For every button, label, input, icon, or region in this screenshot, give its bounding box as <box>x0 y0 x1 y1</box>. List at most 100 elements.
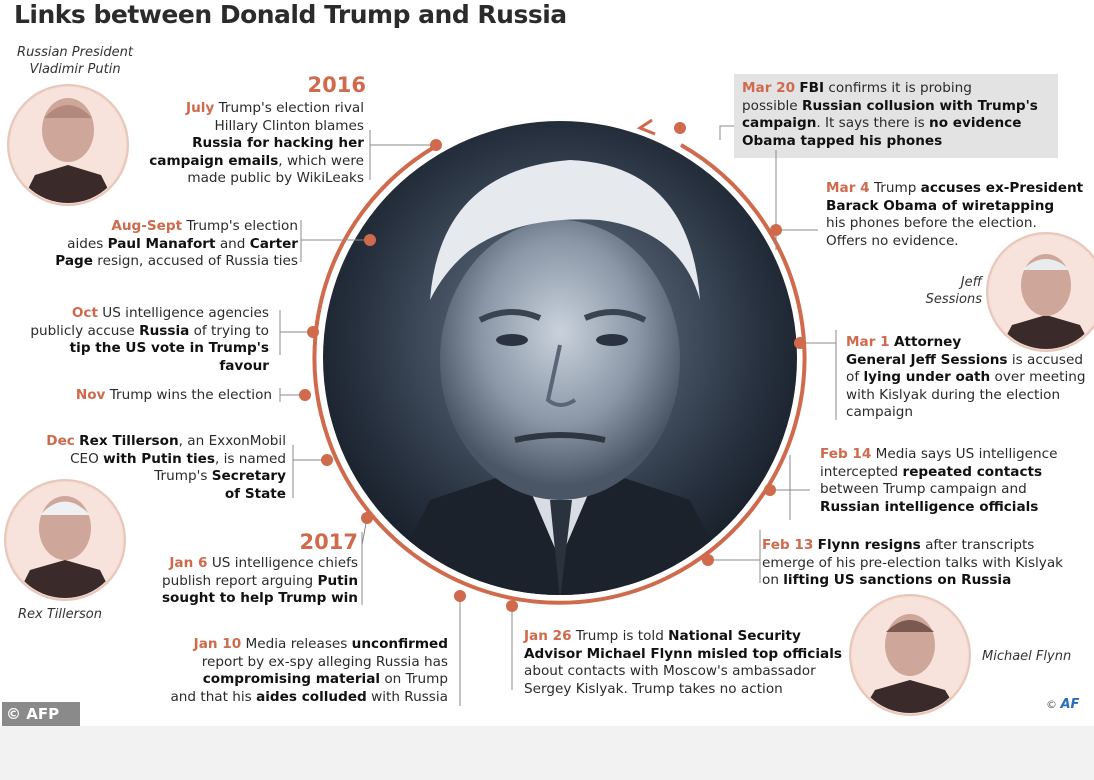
event-line: Dec Rex Tillerson, an ExxonMobil <box>36 433 286 451</box>
event-text-bold: Secretary <box>211 468 286 484</box>
event-line: Feb 14 Media says US intelligence <box>820 446 1090 464</box>
event-text: between Trump campaign and <box>820 481 1027 497</box>
timeline-graphics <box>4 84 1094 716</box>
event-text: Sergey Kislyak. Trump takes no action <box>524 680 783 697</box>
event-text: on <box>762 572 784 588</box>
event-date: Jan 6 <box>169 555 208 571</box>
event-text-bold: unconfirmed <box>351 636 448 652</box>
event-line: on lifting US sanctions on Russia <box>762 572 1092 590</box>
event-text-bold: Barack Obama of wiretapping <box>826 197 1055 214</box>
event-text-bold: Russian collusion with Trump's <box>801 97 1038 114</box>
event-line: CEO with Putin ties, is named <box>36 451 286 469</box>
event-line: campaign emails, which were <box>114 153 364 171</box>
event-text: CEO <box>70 450 104 467</box>
event-date: July <box>186 100 215 116</box>
sessions-caption: Jeff Sessions <box>925 275 982 307</box>
event-line: Trump's Secretary <box>36 468 286 486</box>
trump-portrait <box>323 121 797 595</box>
event-text-bold: Page <box>55 253 93 269</box>
event-text: emerge of his pre-election talks with Ki… <box>762 554 1064 571</box>
event-line: Russian intelligence officials <box>820 499 1090 517</box>
event-line: Hillary Clinton blames <box>114 118 364 136</box>
event-line: General Jeff Sessions is accused <box>846 352 1094 370</box>
event-line: Jan 6 US intelligence chiefs <box>108 555 358 573</box>
event-text-bold: Flynn resigns <box>817 537 921 553</box>
event-oct-2016: Oct US intelligence agencies publicly acc… <box>19 305 269 375</box>
event-dec-2016: Dec Rex Tillerson, an ExxonMobil CEO with… <box>36 433 286 503</box>
event-date: Mar 4 <box>826 180 870 196</box>
event-text: made public by WikiLeaks <box>187 170 364 186</box>
event-mar4-2017: Mar 4 Trump accuses ex-President Barack O… <box>826 180 1094 250</box>
event-date: Dec <box>46 433 75 449</box>
event-date: Nov <box>75 387 106 403</box>
event-text: Trump's election rival <box>218 100 364 116</box>
event-line: sought to help Trump win <box>108 590 358 608</box>
event-line: Page resign, accused of Russia ties <box>48 253 298 271</box>
event-aug-sept-2016: Aug-Sept Trump's election aides Paul Mana… <box>48 218 298 271</box>
event-line: Jan 26 Trump is told National Security <box>524 628 854 646</box>
event-text: resign, accused of Russia ties <box>92 253 298 269</box>
event-text-bold: Rex Tillerson <box>79 433 179 449</box>
event-line: his phones before the election. <box>826 215 1094 233</box>
event-text-bold: Russia <box>139 322 190 339</box>
event-text-bold: repeated contacts <box>902 463 1043 480</box>
event-text: report by ex-spy alleging Russia has <box>201 653 448 670</box>
event-line: Advisor Michael Flynn misled top officia… <box>524 646 854 664</box>
event-date: Mar 1 <box>846 334 890 350</box>
event-text: Media releases <box>245 636 352 652</box>
event-line: of State <box>36 486 286 504</box>
event-date: Oct <box>71 305 98 321</box>
event-text: with Kislyak during the election <box>846 386 1061 403</box>
event-line: intercepted repeated contacts <box>820 464 1090 482</box>
afp-logo: AF <box>1060 697 1080 712</box>
event-line: aides Paul Manafort and Carter <box>48 236 298 254</box>
year-2016-label: 2016 <box>307 73 366 97</box>
sessions-portrait <box>986 232 1094 352</box>
event-line: and that his aides colluded with Russia <box>148 689 448 707</box>
event-date: Mar 20 <box>742 80 796 96</box>
event-line: Mar 20 FBI confirms it is probing <box>742 80 1062 98</box>
event-text-bold: Carter <box>249 235 298 252</box>
event-line: campaign <box>846 404 1094 422</box>
event-line: Mar 4 Trump accuses ex-President <box>826 180 1094 198</box>
event-text: , is named <box>214 450 286 467</box>
event-text-bold: Attorney <box>893 334 962 350</box>
event-text-bold: campaign <box>742 115 817 131</box>
event-line: of lying under oath over meeting <box>846 369 1094 387</box>
copyright-sign: © <box>1046 698 1057 711</box>
event-line: publicly accuse Russia of trying to <box>19 323 269 341</box>
event-line: Oct US intelligence agencies <box>19 305 269 323</box>
event-date: Feb 14 <box>820 446 872 462</box>
event-text: possible <box>742 97 802 114</box>
event-text-bold: lying under oath <box>863 369 991 385</box>
highlight-box <box>734 74 1058 158</box>
event-text: Trump is told <box>575 628 669 644</box>
event-text-bold: compromising material <box>202 671 381 687</box>
infographic-title: Links between Donald Trump and Russia <box>14 0 567 29</box>
event-line: Aug-Sept Trump's election <box>48 218 298 236</box>
event-line: Nov Trump wins the election <box>22 387 272 405</box>
event-text: Offers no evidence. <box>826 232 959 249</box>
event-line: with Kislyak during the election <box>846 387 1094 405</box>
event-text-bold: of State <box>224 485 286 502</box>
event-text: confirms it is probing <box>824 80 972 96</box>
event-line: Feb 13 Flynn resigns after transcripts <box>762 537 1092 555</box>
event-line: Mar 1 Attorney <box>846 334 1094 352</box>
putin-caption: Russian President Vladimir Putin <box>17 45 133 77</box>
event-text: Trump <box>873 180 921 196</box>
event-text: about contacts with Moscow's ambassador <box>524 663 816 679</box>
afp-corner-credit: © AF <box>1046 697 1079 712</box>
event-text-bold: General Jeff Sessions <box>846 351 1008 368</box>
event-text: campaign <box>846 404 914 420</box>
event-text-bold: aides colluded <box>256 688 367 705</box>
event-mar20-2017: Mar 20 FBI confirms it is probing possibl… <box>742 80 1062 150</box>
event-jan6-2017: Jan 6 US intelligence chiefs publish repo… <box>108 555 358 608</box>
event-line: campaign. It says there is no evidence <box>742 115 1062 133</box>
year-2017-label: 2017 <box>299 530 358 554</box>
event-text-bold: with Putin ties <box>103 450 215 467</box>
event-text: US intelligence chiefs <box>211 555 358 571</box>
event-text: and that his <box>170 688 257 705</box>
event-text: of <box>846 369 864 385</box>
event-date: Feb 13 <box>762 537 814 553</box>
event-text: , an ExxonMobil <box>178 433 286 449</box>
